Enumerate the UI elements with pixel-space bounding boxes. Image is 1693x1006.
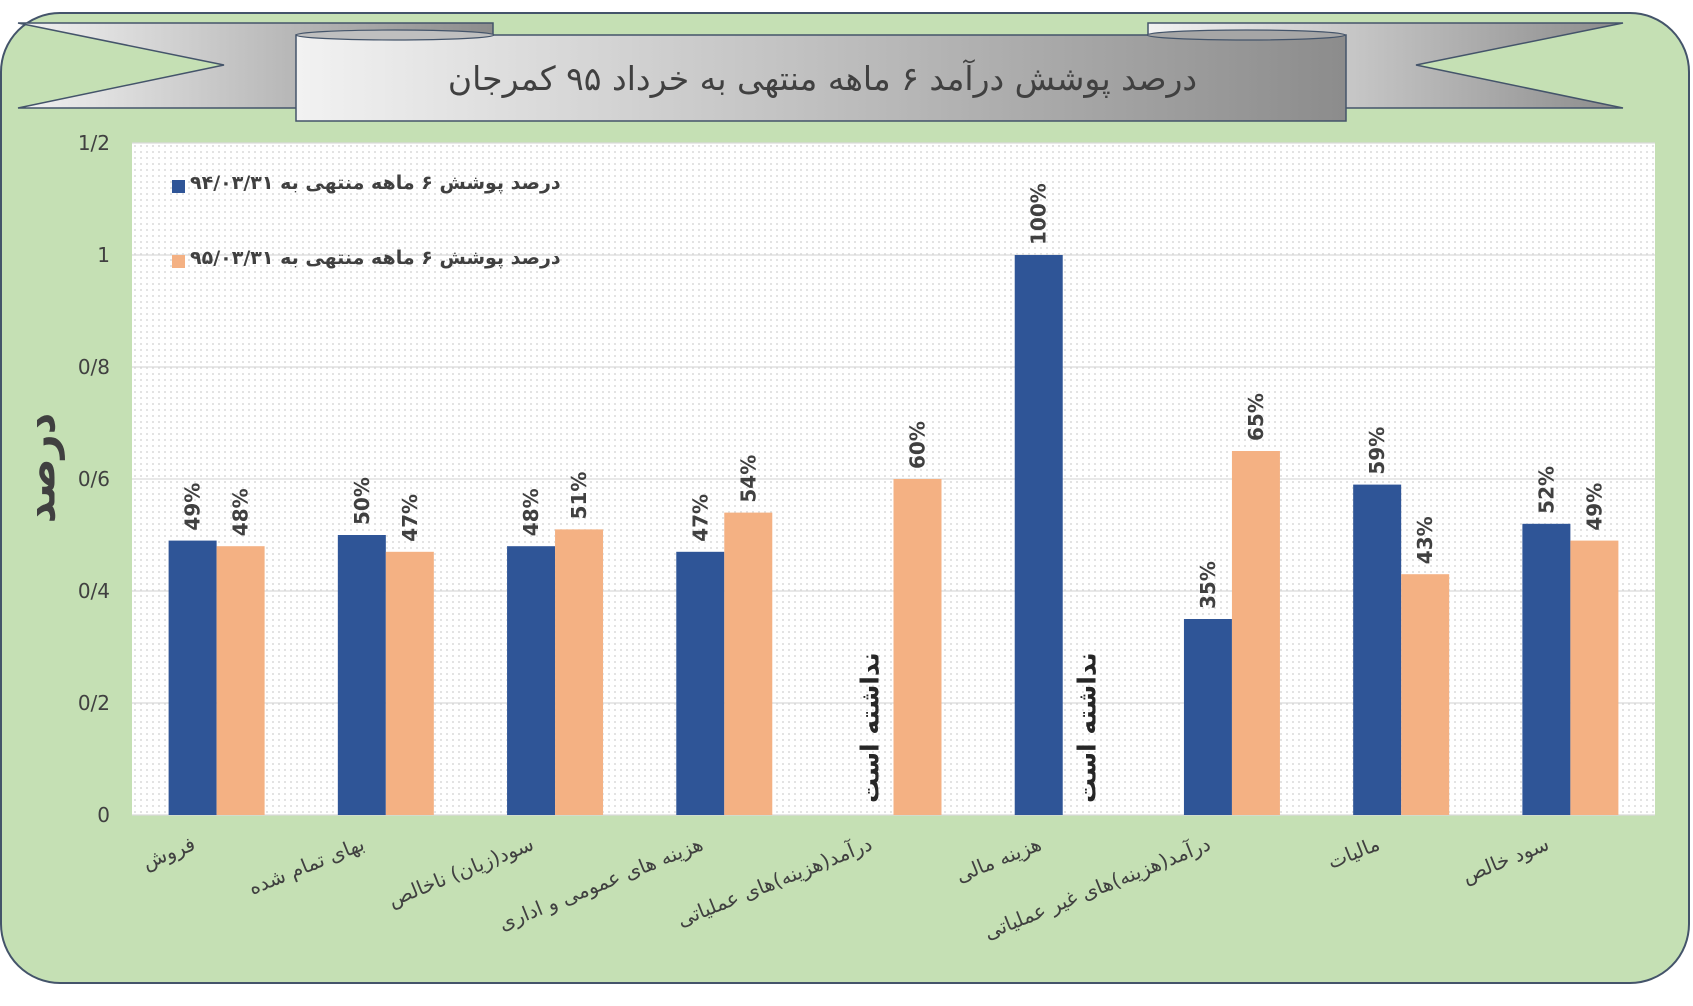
bar bbox=[1522, 523, 1571, 815]
y-tick-label: 0/6 bbox=[78, 467, 110, 491]
y-tick-label: 0/2 bbox=[78, 691, 110, 715]
title-banner bbox=[17, 22, 1624, 122]
bar bbox=[1231, 451, 1280, 815]
y-tick-label: 0 bbox=[97, 803, 110, 827]
data-label: 47% bbox=[398, 494, 422, 542]
bar bbox=[385, 551, 434, 815]
legend-label-1: درصد پوشش ۶ ماهه منتهی به ۹۵/۰۳/۳۱ bbox=[190, 247, 561, 269]
x-tick-label: سود(زیان) ناخالص bbox=[385, 831, 537, 911]
bar bbox=[507, 546, 556, 815]
data-label: 43% bbox=[1413, 516, 1437, 564]
data-label: 60% bbox=[906, 421, 930, 469]
banner-fold-right bbox=[1146, 29, 1346, 41]
banner-fold-left bbox=[295, 29, 495, 41]
data-label: 47% bbox=[688, 494, 712, 542]
bar bbox=[337, 535, 386, 815]
data-label: 48% bbox=[229, 488, 253, 536]
x-tick-label: بهای تمام شده bbox=[245, 831, 368, 899]
data-label: 52% bbox=[1534, 466, 1558, 514]
x-tick-label: مالیات bbox=[1324, 831, 1383, 873]
chart-title: درصد پوشش درآمد ۶ ماهه منتهی به خرداد ۹۵… bbox=[447, 58, 1198, 98]
bar bbox=[168, 540, 217, 815]
data-label: 100% bbox=[1027, 183, 1051, 245]
data-label: 54% bbox=[736, 455, 760, 503]
annotation-label: نداشته است bbox=[1073, 652, 1102, 803]
bar bbox=[1014, 255, 1063, 815]
x-tick-label: فروش bbox=[139, 831, 199, 874]
legend-swatch-1 bbox=[172, 255, 185, 268]
data-label: 49% bbox=[1582, 483, 1606, 531]
data-label: 48% bbox=[519, 488, 543, 536]
banner-front bbox=[295, 34, 1347, 122]
bar bbox=[555, 529, 604, 815]
x-tick-label: سود خالص bbox=[1459, 831, 1553, 887]
x-tick-label: هزینه مالی bbox=[952, 831, 1044, 887]
bar bbox=[893, 479, 942, 815]
data-label: 49% bbox=[181, 483, 205, 531]
bar bbox=[1401, 574, 1450, 815]
y-tick-label: 0/4 bbox=[78, 579, 110, 603]
bar bbox=[676, 551, 725, 815]
legend-label-0: درصد پوشش ۶ ماهه منتهی به ۹۴/۰۳/۳۱ bbox=[190, 172, 561, 194]
data-label: 50% bbox=[350, 477, 374, 525]
legend-entry-0: درصد پوشش ۶ ماهه منتهی به ۹۴/۰۳/۳۱ bbox=[172, 172, 592, 202]
data-label: 51% bbox=[567, 472, 591, 520]
y-tick-label: 1/2 bbox=[78, 131, 110, 155]
data-label: 59% bbox=[1365, 427, 1389, 475]
annotation-label: نداشته است bbox=[856, 652, 885, 803]
y-tick-label: 0/8 bbox=[78, 355, 110, 379]
y-axis-label: درصد bbox=[15, 412, 65, 524]
data-label: 35% bbox=[1196, 561, 1220, 609]
legend-swatch-0 bbox=[172, 180, 185, 193]
bar bbox=[1183, 619, 1232, 815]
legend-entry-1: درصد پوشش ۶ ماهه منتهی به ۹۵/۰۳/۳۱ bbox=[172, 247, 592, 277]
x-tick-label: درآمد(هزینه)های عملیاتی bbox=[673, 830, 875, 931]
y-tick-label: 1 bbox=[97, 243, 110, 267]
bar bbox=[724, 512, 773, 815]
bar bbox=[1353, 484, 1402, 815]
bar bbox=[1570, 540, 1619, 815]
data-label: 65% bbox=[1244, 393, 1268, 441]
bar bbox=[216, 546, 265, 815]
